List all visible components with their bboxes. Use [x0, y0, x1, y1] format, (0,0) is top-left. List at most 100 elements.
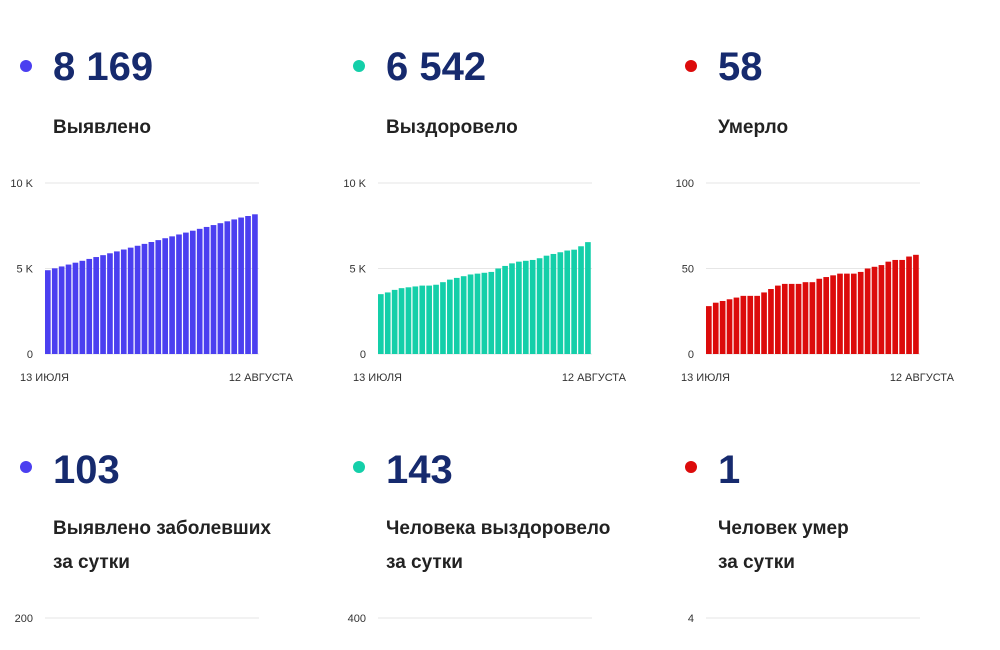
y-tick-label: 10 K [343, 178, 366, 190]
bar [412, 286, 419, 354]
bar [726, 299, 733, 354]
bar [564, 250, 571, 354]
bar [857, 271, 864, 354]
bar [495, 268, 502, 354]
dot [353, 60, 365, 72]
bar [802, 282, 809, 354]
dot [685, 461, 697, 473]
stat-label: Умерло [718, 117, 788, 138]
bar [788, 283, 795, 354]
stat-value: 6 542 [386, 45, 486, 89]
bar [433, 284, 439, 354]
y-tick-label: 4 [688, 613, 694, 625]
stat-label: за сутки [718, 552, 795, 573]
bar [892, 259, 899, 354]
bar [850, 273, 857, 354]
bar [210, 225, 217, 354]
bar [585, 242, 591, 354]
dot [353, 461, 365, 473]
x-tick-label: 13 ИЮЛЯ [681, 372, 730, 384]
bar [768, 289, 774, 354]
bar [252, 214, 258, 354]
bar [169, 236, 175, 354]
bar [871, 266, 878, 354]
stat-value: 58 [718, 45, 763, 89]
bar [899, 259, 905, 354]
stat-label: за сутки [53, 552, 130, 573]
bar [571, 249, 577, 354]
bar [740, 295, 747, 354]
y-tick-label: 200 [15, 613, 33, 625]
bar [775, 285, 781, 354]
bar [706, 306, 712, 354]
bar [58, 266, 65, 354]
bar [107, 253, 113, 354]
bar [134, 245, 141, 354]
bar [488, 271, 495, 354]
bar [481, 272, 488, 354]
bar [460, 276, 467, 354]
bar [162, 238, 169, 354]
bar [51, 268, 58, 354]
bar [384, 292, 391, 354]
bar [823, 277, 830, 354]
bar [781, 283, 788, 354]
bar [754, 295, 760, 354]
bar [86, 258, 93, 354]
bar [45, 270, 51, 354]
bar [217, 223, 224, 354]
bar [65, 264, 72, 354]
bar [543, 255, 550, 354]
stat-label: Выявлено заболевших [53, 518, 271, 539]
stat-value: 1 [718, 448, 740, 492]
bar [467, 274, 474, 354]
bar [155, 240, 162, 354]
bar [550, 253, 557, 354]
bar [913, 254, 919, 354]
bar [516, 261, 522, 354]
bar [405, 287, 412, 354]
bar [398, 288, 405, 354]
stat-label: Человек умер [718, 518, 849, 539]
x-tick-label: 13 ИЮЛЯ [20, 372, 69, 384]
bar [816, 278, 823, 354]
bar [761, 292, 767, 354]
x-tick-label: 12 АВГУСТА [890, 372, 955, 384]
bar [557, 252, 564, 354]
bar [238, 217, 244, 354]
bar [189, 230, 196, 354]
bar [536, 258, 543, 354]
bar [878, 265, 885, 354]
bar [447, 279, 453, 354]
bar [719, 300, 726, 354]
bar [885, 261, 892, 354]
y-tick-label: 5 K [16, 264, 33, 276]
bar [440, 282, 446, 354]
bar [529, 259, 536, 354]
bar [795, 283, 802, 354]
y-tick-label: 0 [360, 349, 366, 361]
y-tick-label: 10 K [10, 178, 33, 190]
bar [578, 246, 584, 354]
bar [809, 282, 816, 354]
y-tick-label: 100 [676, 178, 694, 190]
bar [474, 273, 481, 354]
stat-label: Выздоровело [386, 117, 518, 138]
bar [830, 275, 836, 354]
y-tick-label: 50 [682, 264, 694, 276]
bar [141, 243, 148, 354]
bar [906, 256, 912, 354]
bar [733, 297, 740, 354]
x-tick-label: 13 ИЮЛЯ [353, 372, 402, 384]
bar [419, 285, 426, 354]
bar [844, 273, 850, 354]
x-tick-label: 12 АВГУСТА [562, 372, 627, 384]
bar [378, 294, 384, 354]
bar [176, 234, 182, 354]
bar [79, 260, 86, 354]
bar [100, 255, 106, 354]
bar [864, 268, 871, 354]
bar [120, 249, 127, 354]
dot [20, 461, 32, 473]
